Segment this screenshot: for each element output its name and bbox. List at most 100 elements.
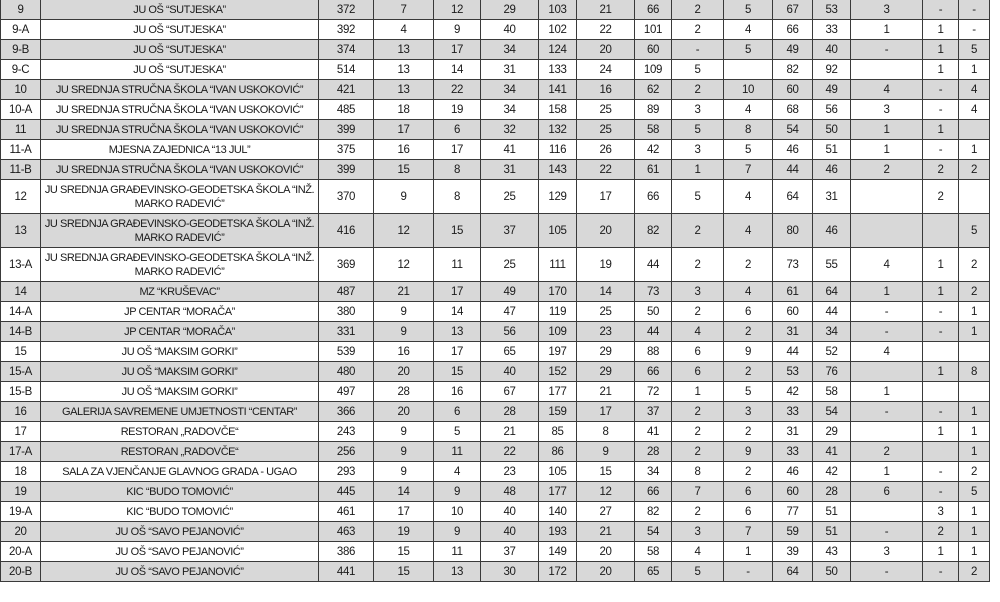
value-cell: 2 xyxy=(671,441,724,462)
value-cell: 7 xyxy=(723,521,773,542)
value-cell: 243 xyxy=(318,421,374,442)
value-cell: 39 xyxy=(772,541,813,562)
value-cell: - xyxy=(850,321,923,342)
value-cell: 4 xyxy=(958,99,990,120)
value-cell: 129 xyxy=(538,179,577,214)
table-row: 15-B JU OŠ “MAKSIM GORKI” 497 28 16 67 177 21 72… xyxy=(0,381,990,402)
value-cell: 1 xyxy=(958,521,990,542)
value-cell: 1 xyxy=(922,361,959,382)
value-cell: 119 xyxy=(538,301,577,322)
value-cell: 2 xyxy=(922,159,959,180)
value-cell: 66 xyxy=(634,0,672,20)
value-cell: 60 xyxy=(772,79,813,100)
value-cell: 85 xyxy=(538,421,577,442)
value-cell: 29 xyxy=(576,341,635,362)
value-cell: 1 xyxy=(922,281,959,302)
table-row: 17-A RESTORAN „RADOVČE“ 256 9 11 22 86 9 28 2 9 33 4… xyxy=(0,441,990,462)
value-cell: 31 xyxy=(772,421,813,442)
value-cell xyxy=(922,441,959,462)
value-cell: 37 xyxy=(480,213,539,248)
value-cell: 8 xyxy=(671,461,724,482)
value-cell: 31 xyxy=(480,159,539,180)
value-cell: 54 xyxy=(772,119,813,140)
value-cell: 159 xyxy=(538,401,577,422)
value-cell: 8 xyxy=(576,421,635,442)
value-cell: 20 xyxy=(373,361,434,382)
value-cell: 65 xyxy=(480,341,539,362)
value-cell: 177 xyxy=(538,481,577,502)
value-cell: 485 xyxy=(318,99,374,120)
value-cell: 101 xyxy=(634,19,672,40)
value-cell: 68 xyxy=(772,99,813,120)
value-cell xyxy=(850,421,923,442)
value-cell: 4 xyxy=(723,99,773,120)
value-cell: 1 xyxy=(922,541,959,562)
station-name-cell: JU SREDNJA GRAĐEVINSKO-GEODETSKA ŠKOLA “… xyxy=(40,247,319,282)
value-cell: 105 xyxy=(538,213,577,248)
value-cell: 1 xyxy=(850,139,923,160)
value-cell: 386 xyxy=(318,541,374,562)
value-cell: - xyxy=(850,521,923,542)
station-name-cell: JU SREDNJA STRUČNA ŠKOLA “IVAN USKOKOVIĆ… xyxy=(40,99,319,120)
value-cell: 73 xyxy=(634,281,672,302)
value-cell: 16 xyxy=(373,139,434,160)
value-cell xyxy=(922,381,959,402)
table-row: 16 GALERIJA SAVREMENE UMJETNOSTI “CENTAR”… xyxy=(0,401,990,422)
value-cell: 14 xyxy=(433,59,481,80)
value-cell xyxy=(922,213,959,248)
value-cell: 1 xyxy=(922,421,959,442)
value-cell: 28 xyxy=(634,441,672,462)
value-cell: 80 xyxy=(772,213,813,248)
value-cell: - xyxy=(958,0,990,20)
value-cell: 32 xyxy=(480,119,539,140)
value-cell: 256 xyxy=(318,441,374,462)
value-cell: 17 xyxy=(576,179,635,214)
station-name-cell: RESTORAN „RADOVČE“ xyxy=(40,441,319,462)
value-cell: 3 xyxy=(671,521,724,542)
value-cell: 25 xyxy=(576,119,635,140)
value-cell: 29 xyxy=(812,421,851,442)
value-cell: 6 xyxy=(433,401,481,422)
value-cell: 23 xyxy=(576,321,635,342)
value-cell: 102 xyxy=(538,19,577,40)
value-cell: 42 xyxy=(812,461,851,482)
value-cell: 64 xyxy=(772,179,813,214)
value-cell: 86 xyxy=(538,441,577,462)
value-cell: 27 xyxy=(576,501,635,522)
value-cell: 37 xyxy=(480,541,539,562)
value-cell: 13 xyxy=(373,39,434,60)
station-id-cell: 15 xyxy=(0,341,41,362)
value-cell: 51 xyxy=(812,521,851,542)
value-cell: 44 xyxy=(772,341,813,362)
value-cell: 44 xyxy=(634,321,672,342)
value-cell: 4 xyxy=(850,247,923,282)
value-cell: 9 xyxy=(373,421,434,442)
value-cell: 2 xyxy=(671,213,724,248)
value-cell: 8 xyxy=(723,119,773,140)
table-row: 9-B JU OŠ “SUTJESKA” 374 13 17 34 124 20 60-5 49 4… xyxy=(0,39,990,60)
value-cell: 3 xyxy=(671,139,724,160)
value-cell: 3 xyxy=(850,99,923,120)
value-cell: 54 xyxy=(812,401,851,422)
station-id-cell: 9-B xyxy=(0,39,41,60)
value-cell: 109 xyxy=(634,59,672,80)
value-cell xyxy=(723,59,773,80)
value-cell: 17 xyxy=(433,39,481,60)
polling-station-results-table: 9 JU OŠ “SUTJESKA” 372 7 12 29 103 21 66 2 5 67 53 3-… xyxy=(0,0,990,582)
value-cell: - xyxy=(850,301,923,322)
value-cell: 46 xyxy=(772,461,813,482)
value-cell: 33 xyxy=(772,441,813,462)
value-cell: 44 xyxy=(772,159,813,180)
station-name-cell: JU OŠ “SAVO PEJANOVIĆ” xyxy=(40,521,319,542)
value-cell: 6 xyxy=(671,361,724,382)
station-name-cell: KIC “BUDO TOMOVIĆ” xyxy=(40,481,319,502)
value-cell: 14 xyxy=(576,281,635,302)
value-cell: 40 xyxy=(480,501,539,522)
value-cell: 67 xyxy=(772,0,813,20)
station-id-cell: 14-A xyxy=(0,301,41,322)
value-cell: 42 xyxy=(634,139,672,160)
value-cell: 1 xyxy=(958,441,990,462)
value-cell: 29 xyxy=(480,0,539,20)
value-cell: 172 xyxy=(538,561,577,582)
value-cell: 58 xyxy=(812,381,851,402)
